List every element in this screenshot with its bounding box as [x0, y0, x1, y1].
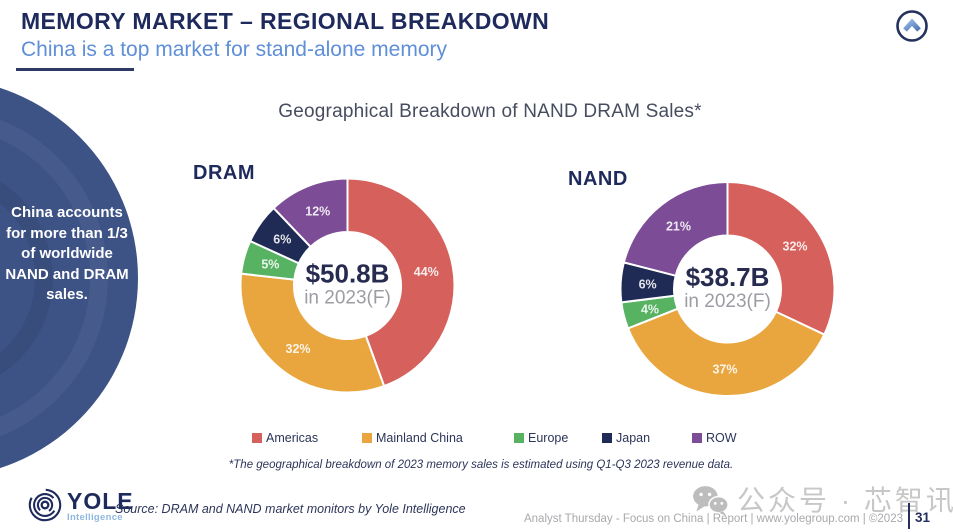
chevron-up-circle-icon[interactable]: [894, 8, 930, 44]
nand-slice-americas: [726, 180, 836, 336]
legend-label: Europe: [528, 431, 569, 445]
watermark-text: 公众号 · 芯智讯: [737, 485, 953, 516]
legend-label: Mainland China: [376, 431, 463, 445]
legend-swatch: [362, 433, 372, 443]
dram-slice-row: [272, 177, 349, 249]
nand-slice-row: [622, 180, 729, 277]
logo-subtitle: Intelligence: [67, 512, 123, 523]
page-title: MEMORY MARKET – REGIONAL BREAKDOWN: [21, 8, 550, 34]
yole-logo: YOLE Intelligence: [26, 485, 134, 525]
nand-slice-label: 37%: [712, 362, 737, 376]
footer-divider: [908, 503, 910, 529]
nand-slice-mainland-china: [626, 307, 826, 397]
legend-label: ROW: [706, 431, 737, 445]
source-note: Source: DRAM and NAND market monitors by…: [115, 502, 466, 516]
legend-item-mainland-china: Mainland China: [362, 431, 463, 445]
nand-slice-label: 6%: [639, 277, 657, 291]
nand-center-value: $38.7B: [686, 262, 770, 292]
subtitle-underline: [16, 68, 134, 71]
dram-slice-label: 6%: [273, 233, 291, 247]
legend-item-japan: Japan: [602, 431, 650, 445]
nand-slice-label: 32%: [783, 240, 808, 254]
nand-slice-label: 21%: [666, 219, 691, 233]
legend-item-europe: Europe: [514, 431, 568, 445]
legend-label: Japan: [616, 431, 651, 445]
dram-slice-americas: [346, 177, 456, 388]
dram-slice-label: 44%: [414, 265, 439, 279]
legend-swatch: [252, 433, 262, 443]
dram-slice-label: 32%: [286, 342, 311, 356]
legend-swatch: [602, 433, 612, 443]
logo-name: YOLE: [67, 488, 134, 514]
page-number: 31: [915, 510, 931, 525]
nand-center-label: in 2023(F): [684, 291, 771, 312]
legend-item-row: ROW: [692, 431, 737, 445]
dram-center-label: in 2023(F): [304, 288, 391, 309]
legend-swatch: [514, 433, 524, 443]
callout-text: China accounts for more than 1/3 of worl…: [5, 204, 129, 303]
dram-slice-label: 5%: [261, 258, 279, 272]
dram-slice-mainland-china: [239, 272, 386, 394]
nand-slice-label: 4%: [641, 302, 659, 316]
legend-item-americas: Americas: [252, 431, 318, 445]
chart-footnote: *The geographical breakdown of 2023 memo…: [228, 459, 734, 471]
legend-swatch: [692, 433, 702, 443]
dram-slice-label: 12%: [305, 205, 330, 219]
dram-chart-heading: DRAM: [193, 162, 255, 184]
legend-label: Americas: [266, 431, 319, 445]
page-subtitle: China is a top market for stand-alone me…: [21, 38, 448, 61]
watermark: 公众号 · 芯智讯: [692, 479, 953, 519]
wechat-icon: [693, 486, 729, 517]
yole-logo-icon: [28, 488, 62, 522]
nand-chart-heading: NAND: [568, 168, 628, 190]
chart-title: Geographical Breakdown of NAND DRAM Sale…: [278, 101, 702, 122]
chart-legend: Americas Mainland China Europe Japan ROW: [0, 431, 953, 449]
footer-text: Analyst Thursday - Focus on China | Repo…: [523, 513, 903, 525]
dram-center-value: $50.8B: [306, 259, 390, 289]
